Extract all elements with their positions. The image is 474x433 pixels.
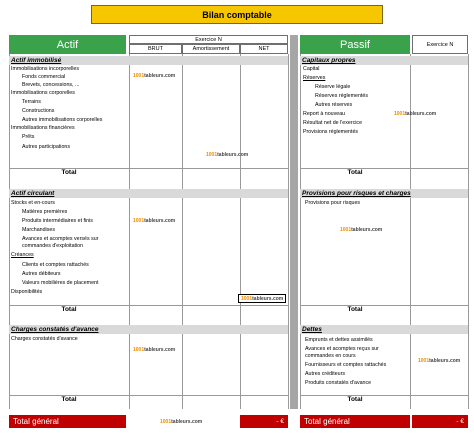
row-autres-debiteurs: Autres débiteurs — [22, 271, 61, 277]
section-actif-circulant: Actif circulant — [9, 189, 288, 198]
center-divider — [290, 54, 298, 409]
row-avances-acomptes-cont: commandes d'exploitation — [22, 243, 84, 249]
row-marchandises: Marchandises — [22, 227, 55, 233]
grid-line — [300, 54, 301, 409]
total-dettes: Total — [347, 396, 363, 403]
passif-header: Passif — [300, 35, 410, 54]
row-reserves-reglementes: Réserves réglementés — [315, 93, 368, 99]
row-autres-immobilisations-corporelles: Autres immobilisations corporelles — [22, 117, 103, 123]
brand-logo: 1001tableurs.com — [340, 227, 383, 233]
total-line — [9, 305, 288, 306]
passif-grand-total-label: Total général — [300, 415, 410, 428]
row-autres-crediteurs: Autres créditeurs — [305, 371, 346, 377]
row-resultat-net: Résultat net de l'exercice — [303, 120, 363, 126]
row-produits-constates: Produits constatés d'avance — [305, 380, 372, 386]
total-provisions-risques: Total — [347, 306, 363, 313]
row-avances-acomptes: Avances et acomptes versés sur — [22, 236, 99, 242]
row-clients: Clients et comptes rattachés — [22, 262, 89, 268]
brand-logo: 1001tableurs.com — [418, 358, 461, 364]
total-line — [300, 168, 468, 169]
col-amortissement-header: Amortissement — [182, 44, 240, 54]
row-avances-recus-cont: commandes en cours — [305, 353, 356, 359]
row-disponibilites: Disponibilités — [11, 289, 43, 295]
total-line — [9, 168, 288, 169]
total-capitaux-propres: Total — [347, 169, 363, 176]
row-terrains: Terrains — [22, 99, 41, 105]
grid-line — [410, 54, 411, 409]
passif-exercice-header: Exercice N — [412, 35, 468, 54]
section-charges-constatees: Charges constatés d'avance — [9, 325, 288, 334]
grid-line — [182, 54, 183, 409]
row-produits-intermediaires: Produits intermédiaires et finis — [22, 218, 93, 224]
row-immobilisations-corporelles: Immobilisations corporelles — [11, 90, 75, 96]
row-immobilisations-incorporelles: Immobilisations incorporelles — [11, 66, 80, 72]
actif-grand-total-label: Total général — [9, 415, 126, 428]
row-immobilisations-financieres: Immobilisations financières — [11, 125, 75, 131]
passif-grand-total-value: - € — [412, 415, 468, 428]
grid-line — [129, 54, 130, 409]
row-constructions: Constructions — [22, 108, 55, 114]
row-reserves: Réserves — [303, 75, 326, 81]
row-stocks: Stocks et en-cours — [11, 200, 55, 206]
brand-logo: 1001tableurs.com — [133, 73, 176, 79]
total-line — [9, 395, 288, 396]
col-brut-header: BRUT — [129, 44, 182, 54]
brand-logo: 1001tableurs.com — [133, 347, 176, 353]
row-fonds-commercial: Fonds commercial — [22, 74, 66, 80]
row-valeurs-mobilieres: Valeurs mobilières de placement — [22, 280, 99, 286]
row-autres-reserves: Autres réserves — [315, 102, 353, 108]
grid-line — [288, 54, 289, 409]
row-brevets: Brevets, concessions, ... — [22, 82, 80, 88]
row-creances: Créances — [11, 252, 34, 258]
total-actif-circulant: Total — [61, 306, 77, 313]
row-report-a-nouveau: Report à nouveau — [303, 111, 346, 117]
actif-exercice-header: Exercice N — [129, 35, 288, 44]
section-provisions-risques: Provisions pour risques et charges — [300, 189, 468, 198]
brand-logo-selected-cell[interactable]: 1001 tableurs.com — [238, 294, 287, 303]
actif-grand-total-value: - € — [240, 415, 288, 428]
section-dettes: Dettes — [300, 325, 468, 334]
total-line — [300, 395, 468, 396]
grid-line — [240, 54, 241, 409]
section-capitaux-propres: Capitaux propres — [300, 56, 468, 65]
row-prets: Prêts — [22, 134, 35, 140]
col-net-header: NET — [240, 44, 288, 54]
brand-logo: 1001tableurs.com — [206, 152, 249, 158]
brand-logo: 1001tableurs.com — [133, 218, 176, 224]
row-provisions-risques: Provisions pour risques — [305, 200, 361, 206]
section-actif-immobilise: Actif immobilisé — [9, 56, 288, 65]
page-title: Bilan comptable — [91, 5, 383, 24]
row-provisions-reglementes: Provisions réglementés — [303, 129, 359, 135]
row-emprunts: Emprunts et dettes assimilés — [305, 337, 373, 343]
actif-header: Actif — [9, 35, 126, 54]
total-charges-constatees: Total — [61, 396, 77, 403]
grid-line — [9, 54, 10, 409]
grid-line — [468, 54, 469, 409]
row-avances-recus: Avances et acomptes reçus sur — [305, 346, 379, 352]
total-actif-immobilise: Total — [61, 169, 77, 176]
row-charges-constatees: Charges constatés d'avance — [11, 336, 78, 342]
total-line — [300, 305, 468, 306]
brand-logo: 1001tableurs.com — [394, 111, 437, 117]
brand-logo: 1001tableurs.com — [160, 419, 203, 425]
row-capital: Capital — [303, 66, 320, 72]
row-matieres-premieres: Matières premières — [22, 209, 68, 215]
center-divider-header — [290, 35, 298, 54]
row-fournisseurs: Fournisseurs et comptes rattachés — [305, 362, 387, 368]
row-reserve-legale: Réserve légale — [315, 84, 351, 90]
row-autres-participations: Autres participations — [22, 144, 70, 150]
